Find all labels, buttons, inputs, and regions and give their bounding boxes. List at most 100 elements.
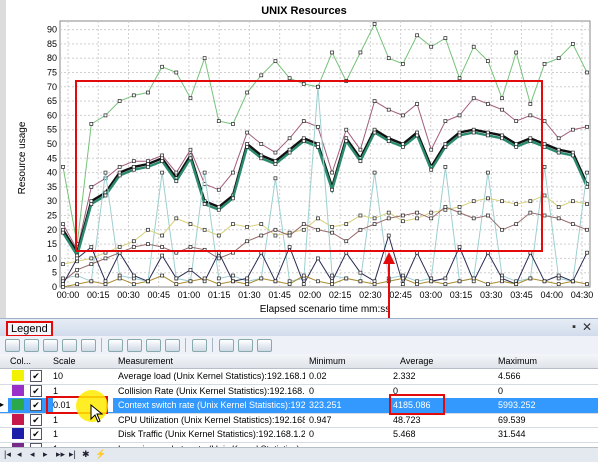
data-point (259, 222, 264, 226)
data-point (245, 239, 249, 244)
nav-button-icon[interactable]: ◂ (30, 449, 35, 459)
scale-cell[interactable]: 10 (53, 371, 64, 381)
nav-button-icon[interactable]: |◂ (4, 449, 11, 459)
data-point (486, 196, 490, 201)
data-point (386, 56, 391, 61)
y-tick-label: 70 (47, 82, 57, 92)
data-point (174, 282, 179, 286)
data-point (117, 276, 122, 281)
y-tick-label: 15 (47, 239, 57, 249)
data-point (500, 136, 504, 141)
data-point (117, 165, 122, 169)
data-point (542, 119, 547, 123)
series-color-swatch[interactable] (12, 399, 24, 410)
series-color-swatch[interactable] (12, 428, 24, 439)
col-header-scale[interactable]: Scale (51, 354, 117, 369)
nav-button-icon[interactable]: ✱ (82, 449, 90, 459)
x-tick-label: 02:45 (389, 290, 412, 300)
legend-row[interactable]: ✔ 10 Average load (Unix Kernel Statistics)… (0, 369, 598, 384)
col-header-average[interactable]: Average (391, 354, 503, 369)
scale-cell[interactable]: 1 (53, 385, 59, 396)
toolbar-table-icon[interactable] (165, 339, 180, 352)
x-tick-label: 03:30 (480, 290, 503, 300)
toolbar-config-icon[interactable] (219, 339, 234, 352)
toolbar-split-icon[interactable] (257, 339, 272, 352)
data-point (443, 276, 448, 281)
data-point (570, 199, 575, 204)
data-point (301, 82, 306, 86)
nav-button-icon[interactable]: ⚡ (95, 449, 107, 459)
pin-icon[interactable]: ▪ (572, 321, 576, 333)
col-header-minimum[interactable]: Minimum (307, 354, 392, 369)
nav-button-icon[interactable]: ▸| (69, 449, 76, 459)
visibility-checkbox[interactable]: ✔ (30, 370, 42, 382)
toolbar-properties-icon[interactable] (192, 339, 207, 352)
col-header-maximum[interactable]: Maximum (496, 354, 598, 369)
chart-svg: UNIX Resources Resource usage Elapsed sc… (17, 5, 593, 315)
x-tick-label: 00:15 (87, 290, 110, 300)
data-point (259, 276, 264, 281)
nav-button-icon[interactable]: ◂ (17, 449, 22, 459)
series-line (62, 194, 588, 265)
data-point (585, 170, 589, 175)
legend-row[interactable]: ✔ 1 Collision Rate (Unix Kernel Statistics… (0, 384, 598, 399)
legend-row[interactable]: ✔ 1 Disk Traffic (Unix Kernel Statistics):… (0, 427, 598, 442)
data-point (514, 282, 519, 286)
visibility-checkbox[interactable]: ✔ (30, 413, 42, 426)
data-point (528, 139, 533, 143)
data-point (358, 50, 363, 55)
y-tick-label: 10 (47, 253, 57, 263)
visibility-checkbox[interactable]: ✔ (30, 399, 42, 411)
data-point (146, 227, 150, 232)
data-point (330, 273, 334, 278)
measurement-cell: Context switch rate (Unix Kernel Statist… (118, 400, 305, 410)
toolbar-filter-icon[interactable] (81, 339, 96, 352)
scale-cell[interactable]: 1 (53, 414, 59, 425)
data-point (556, 205, 561, 209)
data-point (287, 76, 292, 81)
x-tick-label: 01:00 (178, 290, 201, 300)
toolbar-hide-icon[interactable] (24, 339, 39, 352)
data-point (216, 256, 221, 261)
x-tick-label: 01:15 (208, 290, 231, 300)
toolbar-merge-icon[interactable] (238, 339, 253, 352)
data-point (415, 210, 419, 215)
legend-toolbar (0, 336, 598, 355)
series-color-swatch[interactable] (12, 370, 24, 381)
data-point (146, 90, 150, 95)
data-point (117, 99, 122, 103)
legend-row[interactable]: ✔ 1 CPU Utilization (Unix Kernel Statistic… (0, 413, 598, 428)
toolbar-graph-icon[interactable] (146, 339, 161, 352)
toolbar-export-icon[interactable] (127, 339, 142, 352)
toolbar-show-icon[interactable] (5, 339, 20, 352)
nav-button-icon[interactable]: ▸▸ (56, 449, 66, 459)
data-point (131, 273, 136, 278)
series-color-swatch[interactable] (12, 413, 24, 425)
toolbar-find-icon[interactable] (43, 339, 58, 352)
data-point (61, 230, 65, 235)
data-point (188, 222, 193, 226)
close-icon[interactable]: ✕ (581, 320, 592, 334)
data-point (514, 119, 519, 123)
visibility-checkbox[interactable]: ✔ (30, 428, 42, 440)
data-point (188, 156, 193, 161)
series-line (62, 275, 588, 288)
data-point (386, 233, 391, 238)
visibility-checkbox[interactable]: ✔ (30, 384, 42, 397)
scale-cell[interactable]: 1 (53, 429, 59, 439)
toolbar-copy-icon[interactable] (108, 339, 123, 352)
data-point (542, 165, 547, 169)
data-point (89, 122, 94, 126)
y-tick-label: 75 (47, 67, 57, 77)
col-header-color[interactable]: Col... (8, 354, 52, 369)
maximum-cell: 69.539 (498, 414, 526, 425)
x-tick-label: 04:00 (540, 290, 563, 300)
data-point (202, 170, 207, 175)
y-tick-label: 40 (47, 168, 57, 178)
data-point (259, 233, 264, 238)
col-header-measurement[interactable]: Measurement (116, 354, 308, 369)
series-color-swatch[interactable] (12, 384, 24, 396)
nav-button-icon[interactable]: ▸ (43, 449, 48, 459)
data-point (457, 205, 462, 209)
toolbar-link-icon[interactable] (62, 339, 77, 352)
